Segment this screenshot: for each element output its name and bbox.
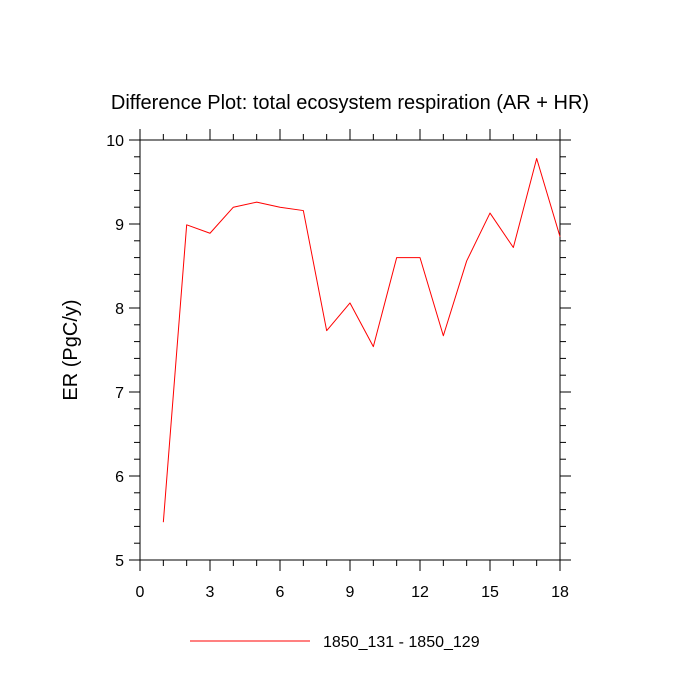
x-tick-label: 18: [551, 584, 569, 601]
legend: 1850_131 - 1850_129: [190, 634, 480, 651]
x-tick-label: 9: [346, 584, 355, 601]
y-tick-label: 6: [115, 469, 124, 486]
chart-title: Difference Plot: total ecosystem respira…: [111, 92, 589, 114]
series-line: [162, 157, 561, 523]
tick-labels-layer: 0 3 6 9 12 15 18 5 6 7 8 9 10: [106, 133, 569, 601]
y-tick-label: 7: [115, 385, 124, 402]
y-tick-label: 9: [115, 217, 124, 234]
plot-frame: [139, 139, 561, 561]
x-tick-label: 6: [276, 584, 285, 601]
x-tick-label: 3: [206, 584, 215, 601]
x-tick-label: 12: [411, 584, 429, 601]
y-tick-label: 5: [115, 553, 124, 570]
legend-label: 1850_131 - 1850_129: [323, 634, 480, 651]
y-tick-label: 8: [115, 301, 124, 318]
y-axis-label: ER (PgC/y): [60, 299, 82, 400]
x-tick-label: 15: [481, 584, 499, 601]
y-tick-label: 10: [106, 133, 124, 150]
ticks-layer: [129, 129, 571, 571]
series-layer: [162, 157, 561, 523]
x-tick-label: 0: [136, 584, 145, 601]
